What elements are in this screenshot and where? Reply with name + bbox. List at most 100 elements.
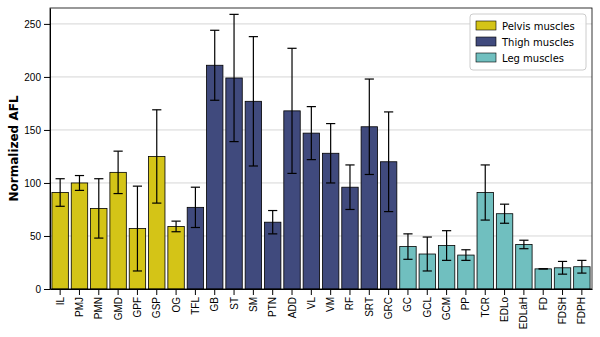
bar	[535, 269, 551, 289]
error-line	[427, 237, 428, 271]
error-cap	[442, 230, 451, 231]
x-tick-label: GCM	[441, 297, 452, 320]
error-cap	[539, 268, 548, 269]
x-axis-line	[51, 289, 593, 290]
x-tick-mark	[369, 289, 370, 295]
error-cap	[249, 165, 258, 166]
error-bar	[229, 14, 238, 141]
x-tick-label: GB	[209, 297, 220, 312]
x-tick-mark	[543, 289, 544, 295]
x-tick: GB	[209, 289, 220, 311]
y-tick-mark	[44, 130, 50, 131]
grid-line	[50, 182, 592, 183]
bar	[168, 226, 184, 289]
y-tick-mark	[44, 77, 50, 78]
x-tick: GCL	[422, 289, 433, 318]
x-tick: ADD	[287, 289, 298, 318]
x-tick-mark	[311, 289, 312, 295]
error-cap	[210, 100, 219, 101]
x-tick-label: RF	[344, 297, 355, 310]
y-tick-label: 100	[24, 178, 41, 189]
x-tick-mark	[214, 289, 215, 295]
x-tick-mark	[272, 289, 273, 295]
y-tick: 0	[35, 284, 50, 295]
bar	[516, 244, 532, 289]
y-tick-label: 150	[24, 125, 41, 136]
y-tick-label: 0	[35, 284, 41, 295]
legend: Pelvis musclesThigh musclesLeg muscles	[470, 14, 586, 70]
x-tick: GPF	[132, 289, 143, 318]
legend-label: Thigh muscles	[501, 37, 574, 48]
x-tick: GSP	[151, 289, 162, 318]
error-cap	[365, 78, 374, 79]
error-bar	[442, 231, 451, 261]
error-cap	[56, 178, 65, 179]
error-cap	[229, 14, 238, 15]
error-line	[369, 79, 370, 174]
y-tick-mark	[44, 24, 50, 25]
y-tick: 200	[24, 72, 50, 83]
error-cap	[171, 221, 180, 222]
error-line	[253, 37, 254, 166]
x-tick-mark	[562, 289, 563, 295]
error-cap	[481, 219, 490, 220]
error-bar	[249, 37, 258, 166]
bar-series	[400, 165, 590, 289]
error-cap	[307, 159, 316, 160]
y-axis-title: Normalized AFL	[7, 95, 21, 201]
legend-label: Pelvis muscles	[502, 21, 575, 32]
x-tick-mark	[79, 289, 80, 295]
x-tick-label: GPF	[132, 297, 143, 318]
error-bar	[56, 179, 65, 207]
error-cap	[519, 240, 528, 241]
x-tick: SRT	[364, 289, 375, 317]
y-tick-mark	[44, 236, 50, 237]
chart-container: 050100150200250ILPMJPMNGMDGPFGSPOGTFLGBS…	[0, 0, 600, 337]
x-tick: PTN	[267, 289, 278, 317]
error-line	[60, 179, 61, 207]
x-tick-label: GC	[402, 297, 413, 312]
error-cap	[171, 231, 180, 232]
x-tick: GRC	[383, 289, 394, 319]
x-tick-label: GSP	[151, 297, 162, 318]
y-tick-label: 250	[24, 19, 41, 30]
x-tick-mark	[330, 289, 331, 295]
error-cap	[519, 248, 528, 249]
error-bar	[577, 260, 586, 273]
x-tick-label: SM	[248, 297, 259, 312]
x-tick: GMD	[113, 289, 124, 320]
error-line	[233, 14, 234, 141]
x-tick-label: VL	[306, 297, 317, 310]
error-cap	[577, 260, 586, 261]
error-cap	[558, 274, 567, 275]
error-cap	[56, 206, 65, 207]
error-cap	[210, 30, 219, 31]
error-line	[137, 186, 138, 271]
x-tick-label: FDPH	[576, 297, 587, 324]
error-bar	[133, 186, 142, 271]
error-line	[118, 151, 119, 193]
x-tick-label: IL	[55, 297, 66, 306]
error-line	[581, 260, 582, 273]
error-cap	[114, 193, 123, 194]
error-cap	[307, 106, 316, 107]
y-tick-label: 200	[24, 72, 41, 83]
legend-swatch	[476, 37, 496, 46]
x-tick-mark	[465, 289, 466, 295]
error-bar	[345, 165, 354, 210]
error-line	[214, 30, 215, 100]
error-bar	[481, 165, 490, 220]
bar-series	[52, 110, 184, 289]
x-axis: ILPMJPMNGMDGPFGSPOGTFLGBSTSMPTNADDVLVMRF…	[51, 289, 593, 329]
x-tick: EDLo	[499, 289, 510, 322]
error-cap	[94, 238, 103, 239]
x-tick: SM	[248, 289, 259, 312]
error-bar	[539, 268, 548, 269]
x-tick-mark	[292, 289, 293, 295]
x-tick-mark	[253, 289, 254, 295]
x-tick: RF	[344, 289, 355, 310]
error-cap	[287, 173, 296, 174]
error-cap	[500, 223, 509, 224]
x-tick: VL	[306, 289, 317, 309]
error-line	[523, 240, 524, 248]
